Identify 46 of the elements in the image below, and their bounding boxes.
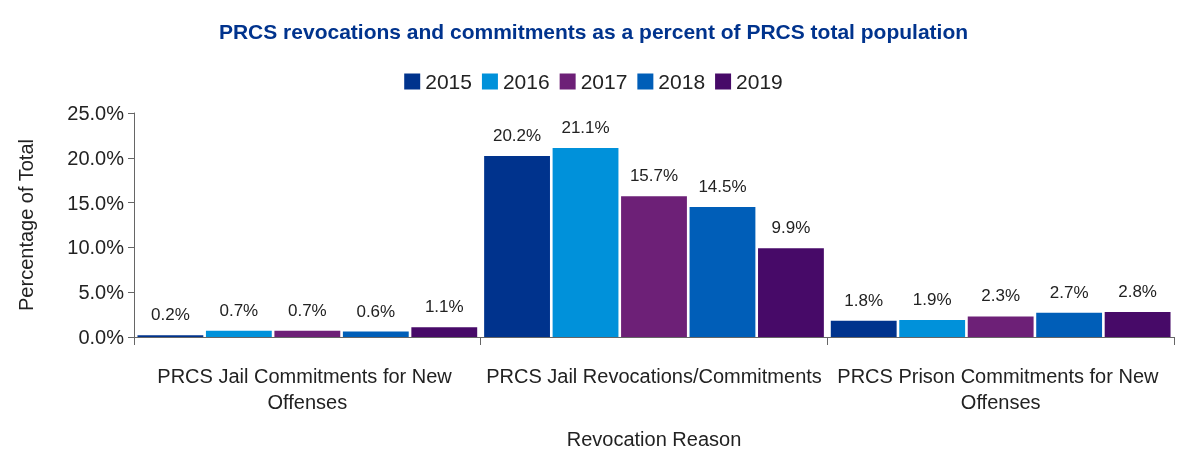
data-label: 20.2% <box>492 126 542 146</box>
chart-title: PRCS revocations and commitments as a percent of PRCS total population <box>218 20 969 43</box>
data-label: 2.8% <box>1118 281 1157 301</box>
data-label: 1.8% <box>844 290 884 310</box>
bar <box>1104 311 1171 337</box>
bar <box>274 330 341 337</box>
data-label: 1.9% <box>912 289 952 309</box>
data-label: 2.7% <box>1049 282 1089 302</box>
data-label: 9.9% <box>771 218 811 238</box>
y-tick-label: 0.0% <box>78 326 125 348</box>
legend-label: 2018 <box>658 70 706 93</box>
bar <box>758 248 824 337</box>
y-tick-label: 20.0% <box>67 146 125 169</box>
y-tick-label: 15.0% <box>67 191 125 214</box>
bar <box>342 331 409 337</box>
legend-label: 2016 <box>502 70 550 93</box>
y-tick-label: 25.0% <box>67 102 125 124</box>
bar <box>552 147 619 337</box>
data-label: 0.6% <box>356 301 396 321</box>
bar <box>411 327 478 337</box>
y-tick-label: 10.0% <box>67 236 125 259</box>
bar <box>484 156 550 337</box>
data-label: 0.7% <box>219 300 259 320</box>
legend-label: 2019 <box>736 70 783 93</box>
bar <box>899 319 966 337</box>
x-tick-label: PRCS Jail Revocations/Commitments <box>486 365 822 387</box>
data-label: 14.5% <box>698 177 747 197</box>
bar <box>621 196 687 337</box>
data-label: 1.1% <box>424 297 464 317</box>
data-label: 2.3% <box>981 286 1021 306</box>
bar <box>1036 312 1103 337</box>
legend-label: 2015 <box>425 70 472 93</box>
y-tick-label: 5.0% <box>78 281 125 304</box>
legend-label: 2017 <box>580 70 628 93</box>
y-axis-title: Percentage of Total <box>15 139 37 311</box>
data-label: 0.7% <box>287 300 327 320</box>
data-label: 15.7% <box>629 166 679 186</box>
x-axis-title: Revocation Reason <box>566 428 742 450</box>
bar <box>205 330 272 337</box>
bar <box>830 320 897 337</box>
bar <box>967 316 1034 337</box>
x-tick-label: PRCS Prison Commitments for New Offenses <box>837 365 1165 413</box>
data-label: 21.1% <box>561 117 610 137</box>
x-tick-label: PRCS Jail Commitments for New Offenses <box>157 365 458 413</box>
bar <box>689 207 756 337</box>
data-label: 0.2% <box>151 305 190 325</box>
